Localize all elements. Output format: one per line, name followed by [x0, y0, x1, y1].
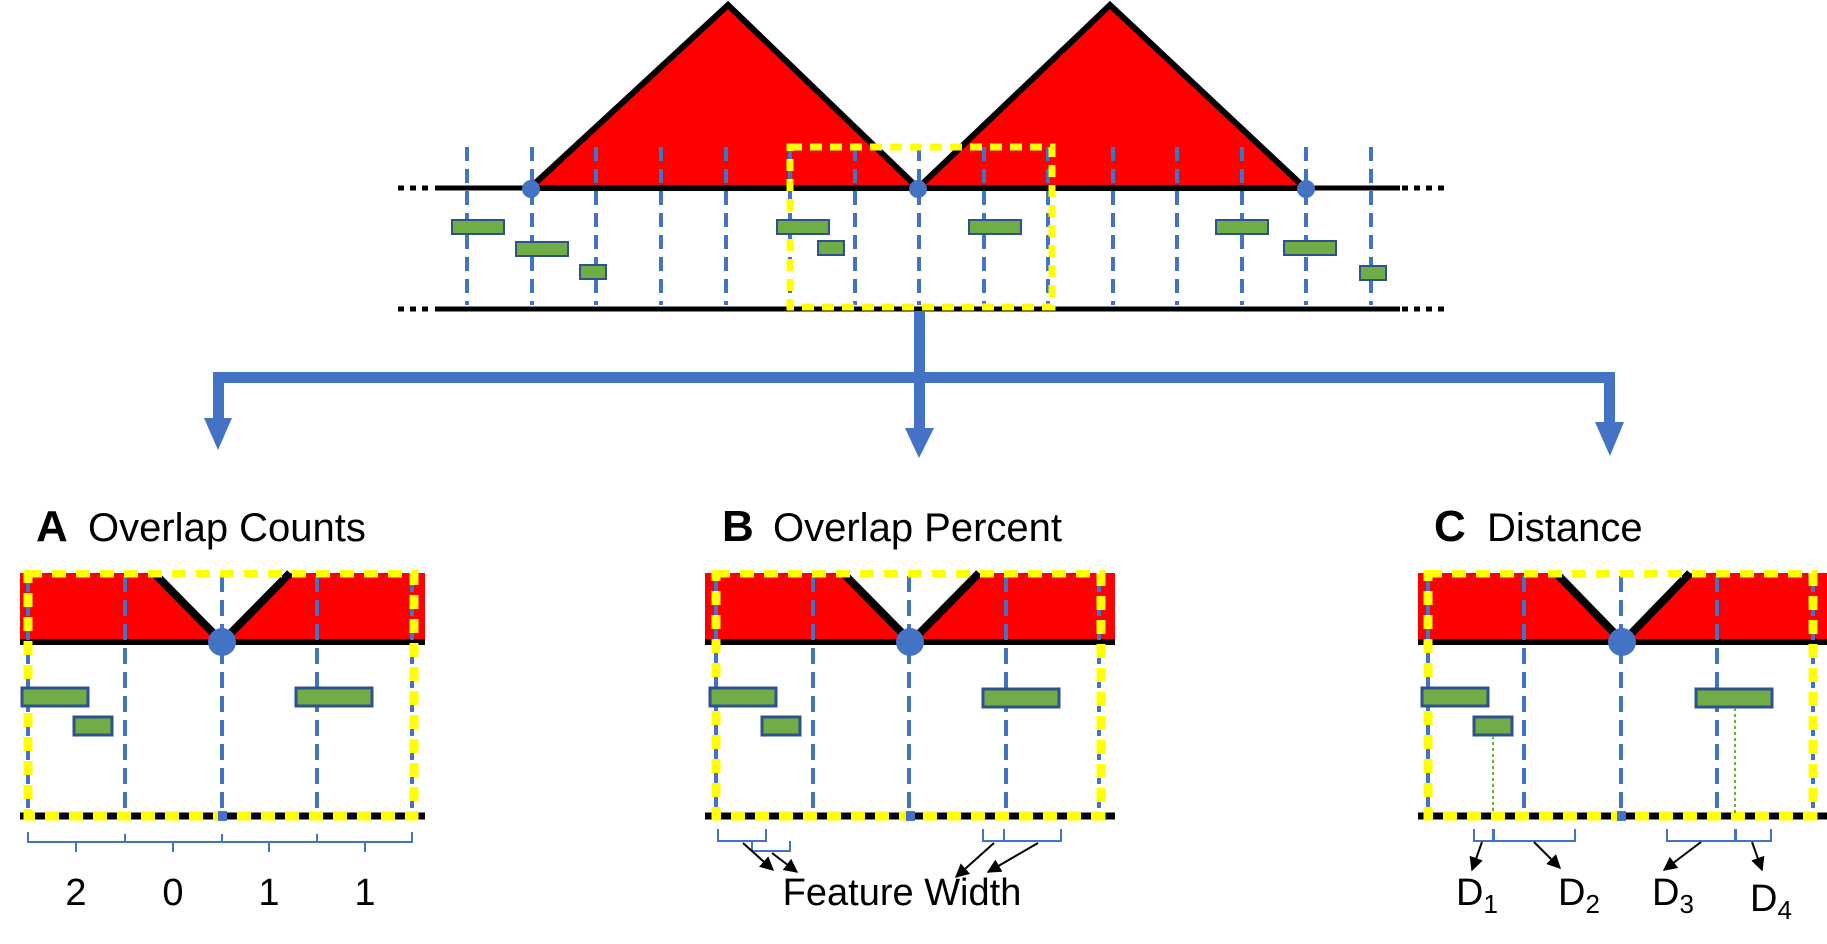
panel-a-letter: A [36, 502, 68, 551]
panel-b-title: Overlap Percent [773, 506, 1062, 550]
distance-brackets [1473, 829, 1772, 842]
distance-label: D4 [1750, 878, 1792, 925]
panel-b: B Overlap Percent [705, 502, 1115, 914]
distance-label: D3 [1652, 872, 1694, 919]
panel-c-letter: C [1434, 502, 1466, 551]
distance-label: D2 [1558, 872, 1600, 919]
panel-c-title: Distance [1487, 506, 1643, 550]
feature-width-brackets [717, 829, 1062, 852]
panel-a-title: Overlap Counts [88, 506, 366, 550]
panel-a: A Overlap Counts [20, 502, 425, 914]
count-label: 0 [162, 872, 183, 914]
count-label: 2 [65, 872, 86, 914]
features [451, 219, 1387, 281]
panel-c: C Distance [1418, 502, 1827, 925]
branch-arrows [204, 311, 1624, 458]
summit-dot [1297, 180, 1315, 198]
distance-label: D1 [1456, 872, 1498, 919]
count-label: 1 [258, 872, 279, 914]
feature-width-label: Feature Width [783, 872, 1022, 914]
summit-dot [522, 180, 540, 198]
count-brackets [27, 832, 413, 852]
count-label: 1 [354, 872, 375, 914]
overview [204, 0, 1624, 458]
summit-dot [909, 180, 927, 198]
panel-b-letter: B [722, 502, 754, 551]
